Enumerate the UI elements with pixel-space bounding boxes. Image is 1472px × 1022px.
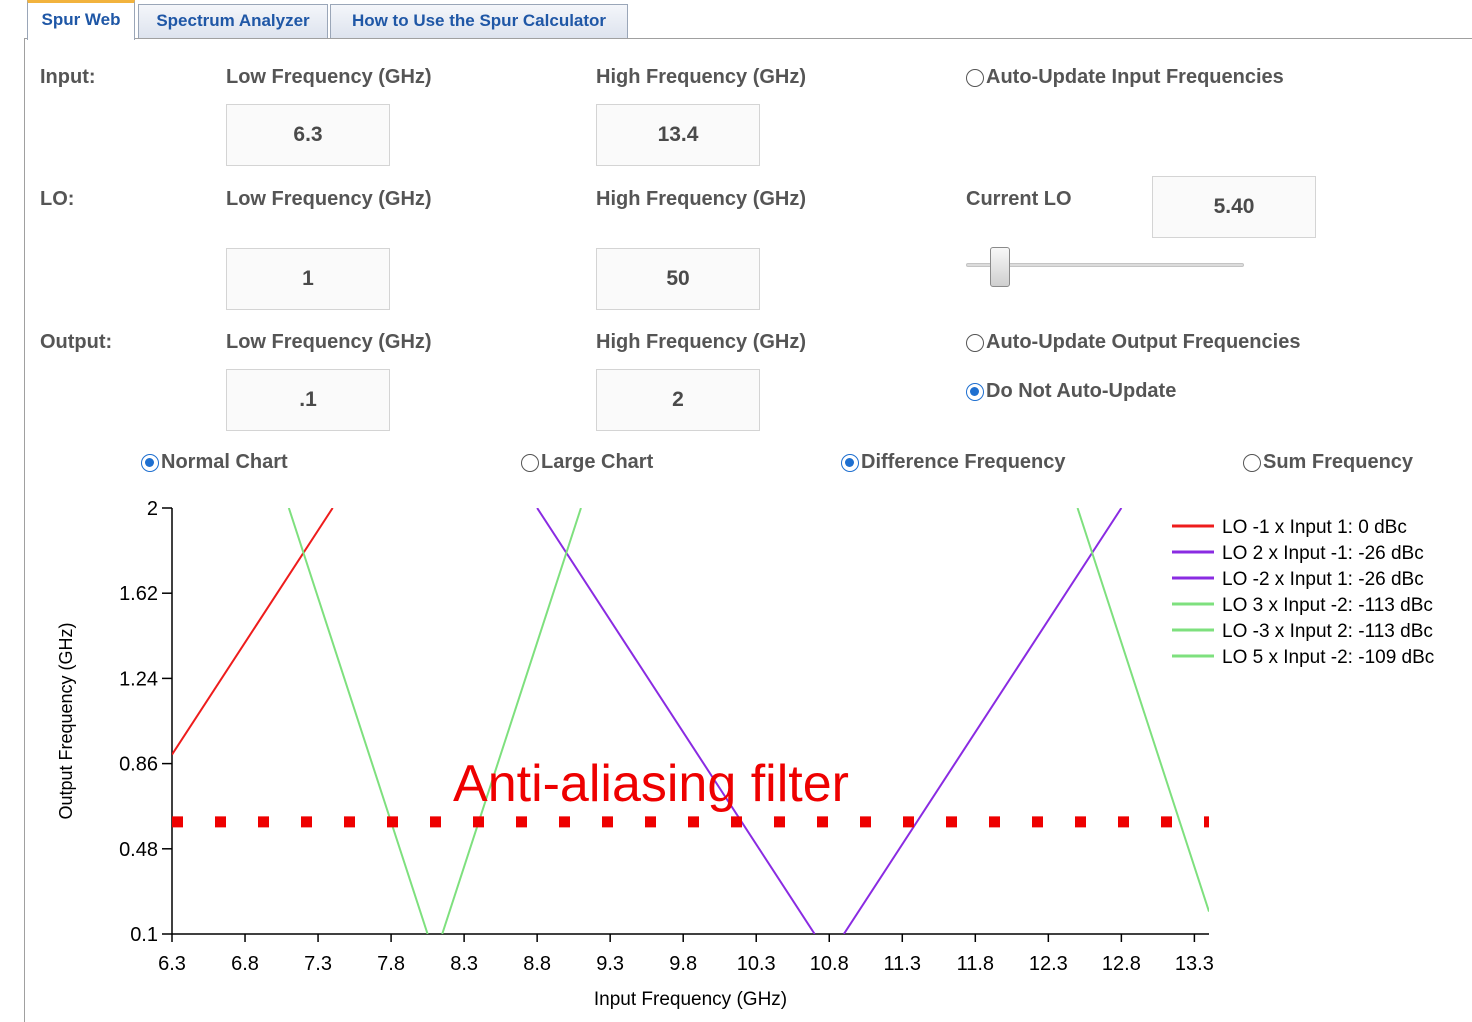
series-line (536, 508, 816, 934)
x-tick-label: 9.8 (669, 953, 697, 975)
y-tick-label: 0.48 (119, 839, 158, 861)
tab-how-to-use[interactable]: How to Use the Spur Calculator (330, 4, 628, 38)
x-tick-label: 10.8 (810, 953, 849, 975)
radio-indicator (841, 453, 859, 472)
y-tick-label: 1.24 (119, 668, 158, 690)
tab-bar: Spur Web Spectrum Analyzer How to Use th… (0, 0, 1472, 42)
input-label: Input: (40, 66, 96, 88)
x-tick-label: 6.8 (231, 953, 259, 975)
series-line (172, 508, 334, 756)
do-not-auto-update-radio[interactable]: Do Not Auto-Update (966, 380, 1176, 403)
output-label: Output: (40, 331, 113, 353)
legend-entry: LO -1 x Input 1: 0 dBc (1222, 517, 1407, 538)
do-not-auto-update-label: Do Not Auto-Update (986, 380, 1177, 402)
x-tick-label: 6.3 (158, 953, 186, 975)
series-line (843, 508, 1123, 934)
chart-axes: 0.1 0.48 0.86 1.24 1.62 2 6.3 6.8 7.3 7.8 8.3 8.8 9.… (56, 498, 1214, 1010)
large-chart-radio[interactable]: Large Chart (521, 451, 653, 474)
large-chart-label: Large Chart (541, 451, 654, 473)
lo-slider-track[interactable] (966, 263, 1244, 267)
radio-indicator (141, 453, 159, 472)
radio-indicator (966, 333, 984, 352)
panel-border (24, 38, 25, 1022)
legend-entry: LO 2 x Input -1: -26 dBc (1222, 543, 1424, 564)
legend-entry: LO -2 x Input 1: -26 dBc (1222, 569, 1424, 590)
difference-frequency-label: Difference Frequency (861, 451, 1066, 473)
lo-low-label: Low Frequency (GHz) (226, 188, 432, 210)
radio-indicator (966, 382, 984, 401)
x-tick-label: 12.3 (1029, 953, 1068, 975)
output-high-label: High Frequency (GHz) (596, 331, 807, 353)
legend-entry: LO 3 x Input -2: -113 dBc (1222, 595, 1433, 616)
x-tick-label: 9.3 (596, 953, 624, 975)
anti-aliasing-filter-label: Anti-aliasing filter (453, 755, 849, 813)
input-low-field[interactable]: 6.3 (226, 104, 390, 166)
normal-chart-label: Normal Chart (161, 451, 288, 473)
y-tick-label: 0.1 (130, 924, 158, 946)
x-tick-label: 7.3 (304, 953, 332, 975)
difference-frequency-radio[interactable]: Difference Frequency (841, 451, 1066, 474)
series-line (1076, 508, 1209, 912)
chart-series (172, 508, 1209, 934)
chart-annotation: Anti-aliasing filter (172, 755, 1209, 828)
auto-update-output-radio[interactable]: Auto-Update Output Frequencies (966, 331, 1300, 354)
sum-frequency-label: Sum Frequency (1263, 451, 1414, 473)
input-low-label: Low Frequency (GHz) (226, 66, 432, 88)
y-tick-label: 0.86 (119, 754, 158, 776)
auto-update-input-radio[interactable]: Auto-Update Input Frequencies (966, 66, 1284, 89)
current-lo-field[interactable]: 5.40 (1152, 176, 1316, 238)
auto-update-output-label: Auto-Update Output Frequencies (986, 331, 1301, 353)
x-tick-label: 8.8 (523, 953, 551, 975)
current-lo-label: Current LO (966, 188, 1072, 210)
normal-chart-radio[interactable]: Normal Chart (141, 451, 288, 474)
y-axis-label: Output Frequency (GHz) (56, 622, 76, 819)
x-axis-label: Input Frequency (GHz) (594, 989, 787, 1010)
tab-spur-web[interactable]: Spur Web (27, 0, 135, 40)
lo-low-field[interactable]: 1 (226, 248, 390, 310)
x-tick-label: 13.3 (1175, 953, 1214, 975)
radio-indicator (1243, 453, 1261, 472)
x-tick-label: 11.8 (957, 953, 994, 975)
auto-update-input-label: Auto-Update Input Frequencies (986, 66, 1284, 88)
legend-entry: LO -3 x Input 2: -113 dBc (1222, 621, 1433, 642)
legend-entry: LO 5 x Input -2: -109 dBc (1222, 647, 1434, 668)
input-high-label: High Frequency (GHz) (596, 66, 807, 88)
y-tick-label: 1.62 (119, 583, 158, 605)
series-line (441, 508, 582, 934)
x-tick-label: 12.8 (1102, 953, 1141, 975)
x-tick-label: 10.3 (737, 953, 776, 975)
radio-indicator (521, 453, 539, 472)
tab-baseline (24, 38, 1472, 39)
lo-high-label: High Frequency (GHz) (596, 188, 807, 210)
sum-frequency-radio[interactable]: Sum Frequency (1243, 451, 1413, 474)
x-tick-label: 11.3 (884, 953, 921, 975)
tab-spectrum-analyzer[interactable]: Spectrum Analyzer (138, 4, 328, 38)
output-high-field[interactable]: 2 (596, 369, 760, 431)
x-tick-label: 8.3 (450, 953, 478, 975)
x-tick-label: 7.8 (377, 953, 405, 975)
chart-legend: LO -1 x Input 1: 0 dBc LO 2 x Input -1: -… (1172, 517, 1434, 668)
output-low-label: Low Frequency (GHz) (226, 331, 432, 353)
lo-high-field[interactable]: 50 (596, 248, 760, 310)
input-high-field[interactable]: 13.4 (596, 104, 760, 166)
series-line (287, 508, 429, 934)
output-low-field[interactable]: .1 (226, 369, 390, 431)
y-tick-label: 2 (147, 498, 158, 520)
lo-slider-thumb[interactable] (990, 247, 1010, 287)
lo-label: LO: (40, 188, 75, 210)
radio-indicator (966, 68, 984, 87)
